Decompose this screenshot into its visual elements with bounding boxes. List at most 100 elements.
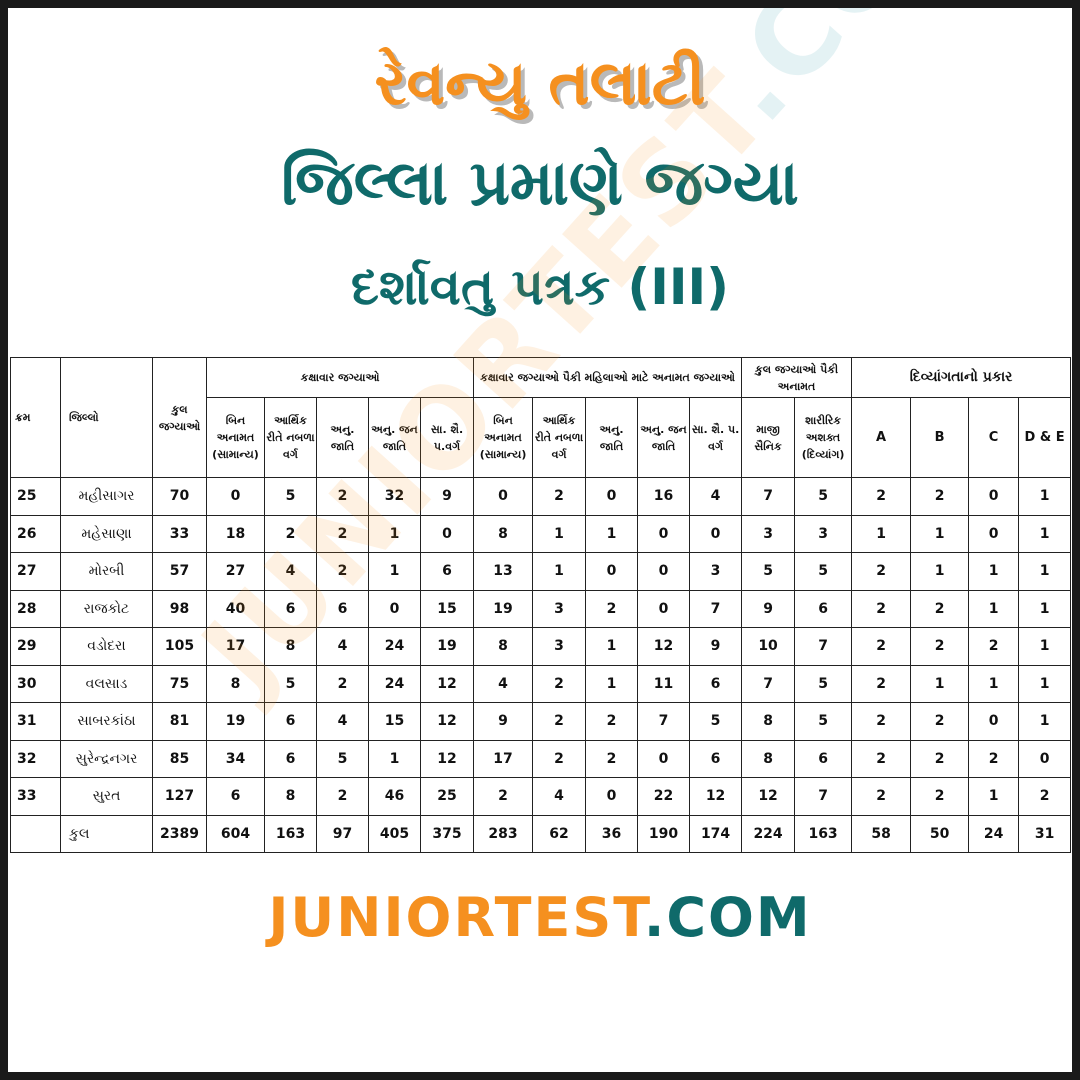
total-cell: 224 [741,814,796,853]
value-cell: 7 [689,589,743,628]
sr-cell: 29 [10,627,61,666]
total-cell: 174 [689,814,743,853]
value-cell: 12 [419,739,475,778]
value-cell: 2 [532,702,587,741]
header-women-4: સા. શૈ. પ. વર્ગ [689,397,743,478]
district-cell: સુરત [60,777,153,816]
value-cell: 13 [473,552,534,591]
value-cell: 5 [794,552,853,591]
value-cell: 2 [851,552,912,591]
value-cell: 2 [851,777,912,816]
header-women-0: બિન અનામત (સામાન્ય) [473,397,534,478]
sr-cell: 26 [10,514,61,553]
total-cell: 283 [473,814,534,853]
sr-cell: 31 [10,702,61,741]
table-row: 26 મહેસાણા 33 18 2 2 1 0 8 1 1 0 0 3 3 1 1 0 1 [10,514,1072,553]
value-cell: 1 [968,664,1020,703]
value-cell: 2 [851,702,912,741]
value-cell: 2 [910,777,970,816]
value-cell: 3 [741,514,796,553]
value-cell: 6 [264,702,317,741]
value-cell: 0 [637,589,691,628]
value-cell: 1 [1018,589,1072,628]
value-cell: 2 [532,477,587,516]
value-cell: 1 [532,552,587,591]
value-cell: 0 [689,514,743,553]
value-cell: 2 [910,627,970,666]
value-cell: 9 [473,702,534,741]
value-cell: 4 [316,702,369,741]
header-total: કુલ જગ્યાઓ [152,357,207,478]
value-cell: 34 [206,739,265,778]
total-cell: 58 [851,814,912,853]
value-cell: 1 [368,739,421,778]
value-cell: 6 [264,589,317,628]
value-cell: 2 [264,514,317,553]
value-cell: 6 [794,589,853,628]
value-cell: 6 [794,739,853,778]
table-row: 33 સુરત 127 6 8 2 46 25 2 4 0 22 12 12 7 2 2 1 2 [10,777,1072,816]
district-cell: મહીસાગર [60,477,153,516]
value-cell: 1 [1018,627,1072,666]
value-cell: 17 [206,627,265,666]
total-cell: 405 [368,814,421,853]
value-cell: 9 [741,589,796,628]
title-line-3: દર્શાવતુ પત્રક (III) [351,258,729,316]
value-cell: 7 [741,664,796,703]
header-group-disability: દિવ્યાંગતાનો પ્રકાર [851,357,1072,398]
value-cell: 7 [794,777,853,816]
district-cell: સાબરકાંઠા [60,702,153,741]
value-cell: 2 [968,627,1020,666]
value-cell: 6 [689,739,743,778]
value-cell: 0 [968,702,1020,741]
value-cell: 0 [968,514,1020,553]
total-cell: 190 [637,814,691,853]
value-cell: 2 [316,664,369,703]
header-category-4: સા. શૈ. પ.વર્ગ [419,397,475,478]
value-cell: 12 [419,702,475,741]
value-cell: 4 [264,552,317,591]
value-cell: 1 [532,514,587,553]
value-cell: 0 [637,514,691,553]
value-cell: 3 [532,627,587,666]
value-cell: 1 [1018,514,1072,553]
value-cell: 24 [368,664,421,703]
value-cell: 0 [368,589,421,628]
value-cell: 0 [637,552,691,591]
value-cell: 1 [910,552,970,591]
value-cell: 5 [794,477,853,516]
header-group-category: કક્ષાવાર જગ્યાઓ [205,357,475,398]
header-disability-3: D & E [1018,397,1072,478]
value-cell: 0 [473,477,534,516]
value-cell: 7 [794,627,853,666]
value-cell: 8 [264,627,317,666]
district-cell: વડોદરા [60,627,153,666]
value-cell: 8 [264,777,317,816]
value-cell: 2 [532,664,587,703]
header-women-1: આર્થિક રીતે નબળા વર્ગ [532,397,587,478]
value-cell: 12 [741,777,796,816]
value-cell: 33 [152,514,207,553]
value-cell: 8 [741,739,796,778]
value-cell: 1 [968,589,1020,628]
header-category-1: આર્થિક રીતે નબળા વર્ગ [264,397,317,478]
value-cell: 2 [910,589,970,628]
value-cell: 7 [741,477,796,516]
header-reserved-0: માજી સૈનિક [741,397,796,478]
header-category-3: અનુ. જન જાતિ [368,397,421,478]
value-cell: 0 [585,477,639,516]
total-cell: 50 [910,814,970,853]
total-cell: 604 [206,814,265,853]
value-cell: 9 [419,477,475,516]
header-disability-0: A [851,397,912,478]
value-cell: 5 [264,477,317,516]
sr-cell: 27 [10,552,61,591]
value-cell: 27 [206,552,265,591]
table-row: 28 રાજકોટ 98 40 6 6 0 15 19 3 2 0 7 9 6 2 2 1 1 [10,589,1072,628]
header-women-3: અનુ. જન જાતિ [637,397,691,478]
sr-cell: 33 [10,777,61,816]
district-cell: મહેસાણા [60,514,153,553]
value-cell: 2 [851,739,912,778]
value-cell: 2 [851,477,912,516]
value-cell: 12 [419,664,475,703]
